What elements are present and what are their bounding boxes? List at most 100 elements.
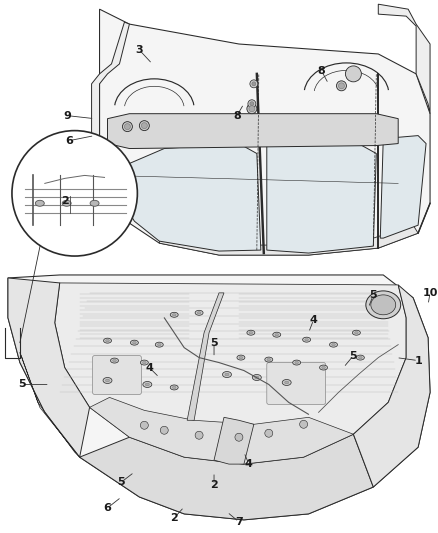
Text: 2: 2 xyxy=(170,513,178,523)
Ellipse shape xyxy=(131,340,138,345)
Circle shape xyxy=(252,82,256,86)
Ellipse shape xyxy=(158,344,161,346)
Ellipse shape xyxy=(103,377,112,383)
Ellipse shape xyxy=(173,313,176,316)
Ellipse shape xyxy=(103,338,112,343)
Ellipse shape xyxy=(275,334,279,336)
Circle shape xyxy=(141,123,147,128)
Text: 4: 4 xyxy=(145,362,153,373)
Text: 5: 5 xyxy=(118,477,125,487)
Ellipse shape xyxy=(110,358,118,363)
Polygon shape xyxy=(159,225,418,255)
Ellipse shape xyxy=(170,312,178,317)
FancyBboxPatch shape xyxy=(92,356,141,394)
Ellipse shape xyxy=(273,332,281,337)
Ellipse shape xyxy=(223,372,231,377)
Ellipse shape xyxy=(332,344,335,346)
Ellipse shape xyxy=(197,312,201,314)
Text: 4: 4 xyxy=(310,315,318,325)
Circle shape xyxy=(124,124,131,130)
Ellipse shape xyxy=(239,357,243,359)
Polygon shape xyxy=(378,4,430,114)
Text: 8: 8 xyxy=(233,111,241,120)
Ellipse shape xyxy=(366,291,401,319)
Ellipse shape xyxy=(140,360,148,365)
Ellipse shape xyxy=(195,310,203,316)
Ellipse shape xyxy=(355,332,358,334)
Polygon shape xyxy=(267,143,376,253)
Text: 4: 4 xyxy=(245,459,253,469)
Text: 2: 2 xyxy=(61,196,69,206)
Polygon shape xyxy=(353,285,430,487)
Ellipse shape xyxy=(170,385,178,390)
Text: 6: 6 xyxy=(66,135,74,146)
Ellipse shape xyxy=(142,361,146,364)
Circle shape xyxy=(248,100,256,108)
Circle shape xyxy=(300,421,307,429)
Ellipse shape xyxy=(293,360,300,365)
Ellipse shape xyxy=(329,342,337,347)
Ellipse shape xyxy=(265,357,273,362)
Ellipse shape xyxy=(225,373,229,376)
Polygon shape xyxy=(107,114,398,149)
Polygon shape xyxy=(90,398,353,464)
Polygon shape xyxy=(214,417,254,464)
Ellipse shape xyxy=(90,200,99,206)
Circle shape xyxy=(250,80,258,88)
Text: 6: 6 xyxy=(103,503,111,513)
Polygon shape xyxy=(55,283,406,464)
Text: 5: 5 xyxy=(18,379,26,390)
Polygon shape xyxy=(114,143,261,251)
Ellipse shape xyxy=(322,366,325,369)
Circle shape xyxy=(250,102,254,106)
Polygon shape xyxy=(80,434,373,520)
Circle shape xyxy=(140,421,148,429)
Circle shape xyxy=(235,433,243,441)
Text: 10: 10 xyxy=(422,288,438,298)
Ellipse shape xyxy=(106,340,110,342)
Ellipse shape xyxy=(267,359,271,361)
Ellipse shape xyxy=(371,295,396,315)
Ellipse shape xyxy=(237,355,245,360)
Circle shape xyxy=(139,120,149,131)
Polygon shape xyxy=(380,135,426,238)
Polygon shape xyxy=(92,22,129,149)
Circle shape xyxy=(123,122,132,132)
Circle shape xyxy=(339,83,344,89)
Polygon shape xyxy=(187,293,224,421)
Ellipse shape xyxy=(133,342,136,344)
Text: 2: 2 xyxy=(210,480,218,490)
Ellipse shape xyxy=(145,383,149,386)
Ellipse shape xyxy=(252,375,261,381)
Text: 3: 3 xyxy=(135,45,143,55)
Text: 5: 5 xyxy=(350,351,357,361)
Circle shape xyxy=(346,66,361,82)
FancyBboxPatch shape xyxy=(267,362,325,405)
Ellipse shape xyxy=(305,338,308,341)
Ellipse shape xyxy=(303,337,311,342)
Text: 1: 1 xyxy=(414,356,422,366)
Polygon shape xyxy=(99,9,430,255)
Circle shape xyxy=(336,81,346,91)
Text: 5: 5 xyxy=(370,290,377,300)
Ellipse shape xyxy=(106,379,110,382)
Ellipse shape xyxy=(247,330,255,335)
Ellipse shape xyxy=(285,381,289,384)
Circle shape xyxy=(265,429,273,437)
Ellipse shape xyxy=(353,330,360,335)
Ellipse shape xyxy=(357,355,364,360)
Ellipse shape xyxy=(255,376,259,379)
Ellipse shape xyxy=(295,361,298,364)
Text: 7: 7 xyxy=(235,517,243,527)
Circle shape xyxy=(160,426,168,434)
Ellipse shape xyxy=(155,342,163,347)
Circle shape xyxy=(12,131,138,256)
Circle shape xyxy=(195,431,203,439)
Text: 9: 9 xyxy=(64,111,72,120)
Circle shape xyxy=(247,104,257,114)
Circle shape xyxy=(249,106,255,112)
Text: 5: 5 xyxy=(210,337,218,348)
Text: 8: 8 xyxy=(318,66,325,76)
Ellipse shape xyxy=(35,200,44,206)
Ellipse shape xyxy=(282,379,291,385)
